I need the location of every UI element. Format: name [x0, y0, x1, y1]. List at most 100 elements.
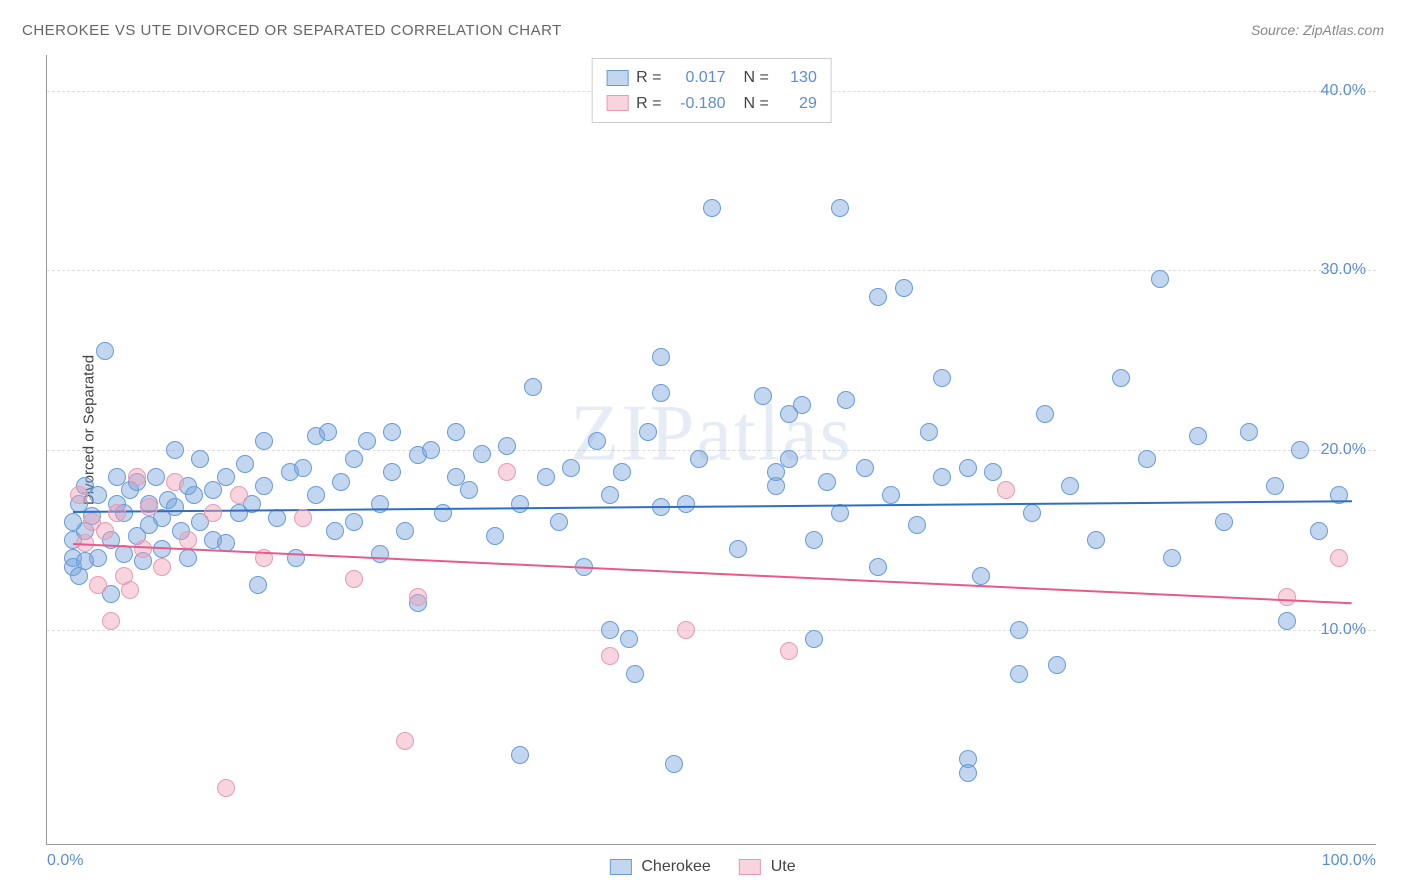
cherokee-point	[358, 432, 376, 450]
cherokee-point	[460, 481, 478, 499]
cherokee-point	[287, 549, 305, 567]
series-legend: CherokeeUte	[609, 858, 813, 876]
cherokee-point	[486, 527, 504, 545]
ute-point	[1330, 549, 1348, 567]
cherokee-point	[498, 437, 516, 455]
ute-point	[230, 486, 248, 504]
cherokee-point	[326, 522, 344, 540]
y-tick-label: 30.0%	[1321, 261, 1366, 279]
legend-row: R =-0.180N =29	[606, 91, 817, 117]
legend-swatch	[609, 859, 631, 875]
x-tick-label: 0.0%	[47, 852, 83, 870]
cherokee-point	[191, 450, 209, 468]
cherokee-point	[677, 495, 695, 513]
chart-title: CHEROKEE VS UTE DIVORCED OR SEPARATED CO…	[22, 22, 562, 39]
cherokee-point	[1151, 270, 1169, 288]
cherokee-point	[115, 545, 133, 563]
ute-point	[121, 581, 139, 599]
cherokee-point	[1138, 450, 1156, 468]
cherokee-point	[249, 576, 267, 594]
cherokee-point	[933, 369, 951, 387]
cherokee-point	[972, 567, 990, 585]
cherokee-point	[601, 486, 619, 504]
ute-point	[89, 576, 107, 594]
cherokee-point	[345, 513, 363, 531]
cherokee-point	[729, 540, 747, 558]
cherokee-point	[217, 468, 235, 486]
ute-point	[396, 732, 414, 750]
cherokee-point	[537, 468, 555, 486]
cherokee-point	[588, 432, 606, 450]
cherokee-point	[869, 288, 887, 306]
cherokee-point	[1023, 504, 1041, 522]
cherokee-point	[1048, 656, 1066, 674]
cherokee-point	[1087, 531, 1105, 549]
cherokee-point	[1310, 522, 1328, 540]
cherokee-point	[179, 549, 197, 567]
cherokee-point	[652, 384, 670, 402]
cherokee-point	[255, 477, 273, 495]
cherokee-point	[1240, 423, 1258, 441]
y-tick-label: 40.0%	[1321, 82, 1366, 100]
cherokee-point	[1010, 665, 1028, 683]
y-tick-label: 20.0%	[1321, 441, 1366, 459]
cherokee-point	[613, 463, 631, 481]
ute-point	[128, 468, 146, 486]
cherokee-point	[856, 459, 874, 477]
cherokee-point	[383, 423, 401, 441]
cherokee-point	[1278, 612, 1296, 630]
ute-point	[498, 463, 516, 481]
gridline	[47, 270, 1376, 271]
ute-point	[96, 522, 114, 540]
cherokee-point	[345, 450, 363, 468]
cherokee-point	[959, 459, 977, 477]
cherokee-point	[1189, 427, 1207, 445]
cherokee-point	[396, 522, 414, 540]
cherokee-point	[147, 468, 165, 486]
cherokee-point	[371, 545, 389, 563]
cherokee-point	[882, 486, 900, 504]
legend-label: Cherokee	[641, 858, 710, 876]
x-tick-label: 100.0%	[1322, 852, 1376, 870]
cherokee-point	[76, 552, 94, 570]
cherokee-point	[818, 473, 836, 491]
cherokee-point	[550, 513, 568, 531]
cherokee-point	[332, 473, 350, 491]
ute-trend-line	[73, 543, 1352, 604]
cherokee-point	[307, 486, 325, 504]
correlation-legend: R =0.017N =130R =-0.180N =29	[591, 58, 832, 123]
cherokee-point	[805, 531, 823, 549]
cherokee-point	[754, 387, 772, 405]
ute-point	[409, 588, 427, 606]
cherokee-point	[89, 486, 107, 504]
cherokee-point	[268, 509, 286, 527]
cherokee-point	[933, 468, 951, 486]
ute-point	[294, 509, 312, 527]
cherokee-point	[908, 516, 926, 534]
legend-swatch	[606, 70, 628, 86]
cherokee-point	[473, 445, 491, 463]
cherokee-point	[1266, 477, 1284, 495]
cherokee-point	[236, 455, 254, 473]
cherokee-point	[620, 630, 638, 648]
ute-point	[601, 647, 619, 665]
cherokee-point	[511, 746, 529, 764]
ute-point	[153, 558, 171, 576]
cherokee-point	[96, 342, 114, 360]
cherokee-point	[793, 396, 811, 414]
ute-point	[204, 504, 222, 522]
cherokee-point	[1061, 477, 1079, 495]
cherokee-point	[780, 450, 798, 468]
cherokee-point	[562, 459, 580, 477]
cherokee-point	[601, 621, 619, 639]
ute-point	[179, 531, 197, 549]
ute-point	[134, 540, 152, 558]
cherokee-point	[837, 391, 855, 409]
r-label: R =	[636, 91, 661, 117]
cherokee-point	[703, 199, 721, 217]
ute-point	[70, 486, 88, 504]
cherokee-point	[959, 764, 977, 782]
ute-point	[1278, 588, 1296, 606]
legend-row: R =0.017N =130	[606, 65, 817, 91]
ute-point	[140, 498, 158, 516]
